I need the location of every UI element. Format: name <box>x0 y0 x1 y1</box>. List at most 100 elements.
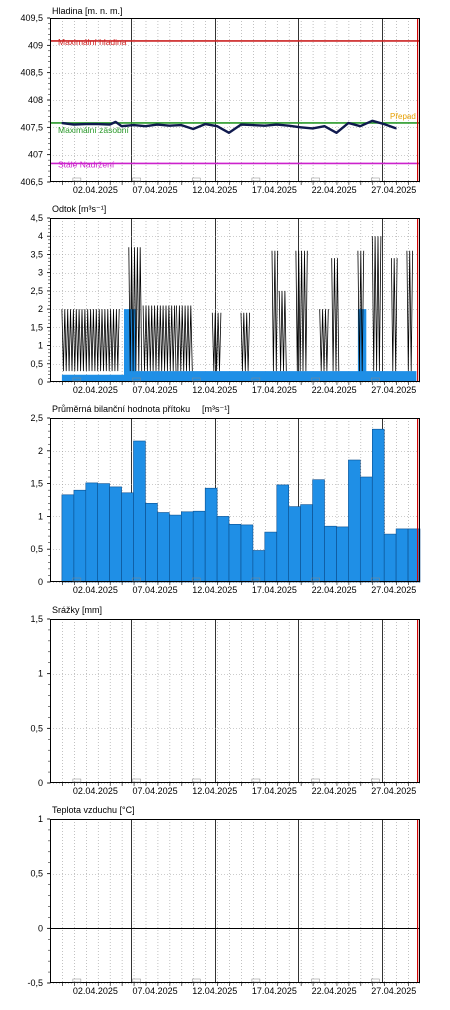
y-tick-label: 407,5 <box>20 122 43 132</box>
level-point <box>192 128 194 130</box>
outflow-spike-band <box>295 250 308 372</box>
level-point <box>61 122 63 124</box>
inflow-bar <box>240 524 254 583</box>
x-tick-label: 07.04.2025 <box>133 986 178 996</box>
x-tick-marker <box>191 377 201 382</box>
level-point <box>288 125 290 127</box>
level-point <box>371 120 373 122</box>
outflow-spike-band <box>240 312 250 372</box>
x-tick-label: 17.04.2025 <box>252 185 297 195</box>
level-point <box>240 124 242 126</box>
spill-label: Přepad <box>390 112 416 121</box>
level-point <box>264 125 266 127</box>
y-tick-label: 0 <box>38 778 43 788</box>
level-point <box>300 126 302 128</box>
outflow-spike-band <box>391 258 398 372</box>
level-point <box>132 124 135 126</box>
level-point <box>85 123 87 125</box>
x-tick-label: 27.04.2025 <box>371 585 416 595</box>
x-tick-marker <box>311 377 320 382</box>
x-tick-label: 17.04.2025 <box>252 585 297 595</box>
level-point <box>335 132 338 134</box>
plot-frame <box>50 819 420 983</box>
inflow-bar <box>145 502 158 583</box>
outflow-spike-band <box>278 290 287 372</box>
x-tick-label: 27.04.2025 <box>371 986 416 996</box>
inflow-bar <box>312 479 325 583</box>
outflow-chart: Odtok [m³s⁻¹] 4,5 4 3,5 3 2,5 2 1,5 1 0,5 0 02.04.… <box>30 204 420 395</box>
inflow-bar <box>407 528 421 583</box>
outflow-spike-band <box>142 305 177 372</box>
plot-frame <box>50 418 420 582</box>
inflow-bar <box>324 525 337 583</box>
outflow-spike-band <box>211 312 222 372</box>
x-tick-marker <box>251 177 261 182</box>
level-point <box>115 121 117 123</box>
inflow-bar <box>336 526 349 583</box>
x-tick-marker <box>191 177 201 182</box>
inflow-bar <box>264 531 277 583</box>
level-point <box>180 124 182 126</box>
inflow-bar <box>192 510 206 583</box>
inflow-bar <box>73 489 87 583</box>
level-point <box>109 124 111 126</box>
x-tick-label: 02.04.2025 <box>73 185 118 195</box>
y-tick-label: 1 <box>38 669 43 679</box>
level-point <box>168 125 170 127</box>
precipitation-chart-title: Srážky [mm] <box>52 605 102 615</box>
inflow-bar <box>97 483 110 583</box>
x-tick-marker <box>72 377 82 382</box>
x-tick-label: 12.04.2025 <box>192 385 237 395</box>
inflow-bar <box>300 504 313 583</box>
air-temperature-chart-title: Teplota vzduchu [°C] <box>52 805 135 815</box>
x-tick-marker <box>371 778 380 783</box>
inflow-bar <box>359 476 373 583</box>
inflow-bar <box>85 482 99 583</box>
y-tick-label: 409,5 <box>20 13 43 23</box>
x-tick-label: 27.04.2025 <box>371 385 416 395</box>
inflow-bar <box>252 550 266 583</box>
level-point <box>144 125 147 127</box>
plot-area <box>50 619 420 783</box>
x-tick-marker <box>72 978 82 983</box>
y-tick-label: 2,5 <box>30 286 43 296</box>
inflow-bar <box>383 533 397 583</box>
y-tick-label: 1 <box>38 814 43 824</box>
y-tick-label: -0,5 <box>27 978 43 988</box>
level-chart-title: Hladina [m. n. m.] <box>52 6 123 16</box>
x-tick-marker <box>72 177 82 182</box>
x-tick-label: 17.04.2025 <box>252 385 297 395</box>
y-tick-label: 0 <box>38 577 43 587</box>
y-tick-label: 2 <box>38 446 43 456</box>
plot-area <box>50 18 420 182</box>
inflow-bar <box>204 487 218 583</box>
x-tick-label: 07.04.2025 <box>133 185 178 195</box>
x-tick-marker <box>311 778 320 783</box>
x-tick-label: 22.04.2025 <box>312 385 357 395</box>
level-chart: Hladina [m. n. m.] Maximální hladina Maxi… <box>20 6 420 195</box>
y-tick-label: 408 <box>28 95 43 105</box>
x-tick-marker <box>132 177 141 182</box>
level-point <box>383 123 385 125</box>
y-tick-label: 406,5 <box>20 177 43 187</box>
x-tick-label: 02.04.2025 <box>73 786 118 796</box>
x-tick-marker <box>311 577 320 582</box>
x-tick-label: 22.04.2025 <box>312 185 357 195</box>
outflow-chart-title: Odtok [m³s⁻¹] <box>52 204 106 214</box>
x-tick-marker <box>132 377 141 382</box>
level-point <box>252 124 254 126</box>
x-tick-marker <box>191 778 201 783</box>
level-point <box>156 124 159 126</box>
inflow-bar <box>228 523 242 583</box>
outflow-spike-band <box>271 250 279 372</box>
x-tick-label: 12.04.2025 <box>192 585 237 595</box>
level-series-line <box>61 119 397 134</box>
x-tick-marker <box>311 177 320 182</box>
reference-line-label: Maximální zásobní <box>58 125 130 135</box>
y-tick-label: 2 <box>38 304 43 314</box>
inflow-bar <box>121 492 134 583</box>
x-tick-marker <box>191 577 201 582</box>
precipitation-chart: Srážky [mm] 1,5 1 0,5 0 02.04.2025 07.04.2025… <box>30 605 420 796</box>
inflow-chart-title: Průměrná bilanční hodnota přítoku <box>52 404 190 414</box>
level-point <box>347 122 349 124</box>
